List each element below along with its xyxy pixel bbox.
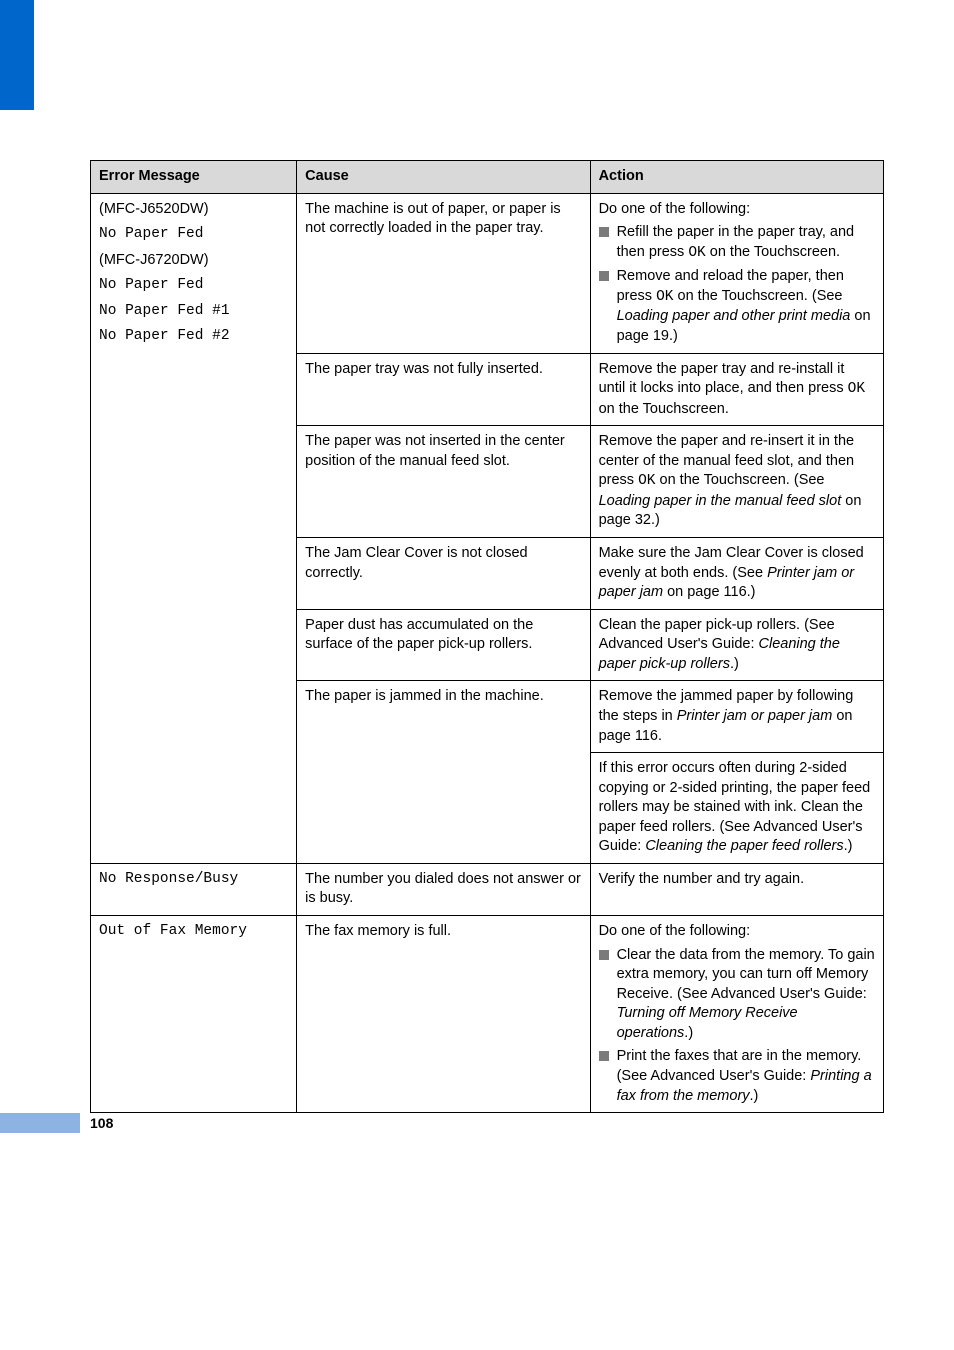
cause-cell: The machine is out of paper, or paper is… [297,193,590,353]
bullet-text: Refill the paper in the paper tray, and … [617,223,875,263]
table-header-row: Error Message Cause Action [91,161,884,194]
error-model-2: (MFC-J6720DW) [99,251,288,271]
action-lead: Do one of the following: [599,922,875,942]
bullet-text: Clear the data from the memory. To gain … [617,946,875,1044]
error-cell-no-paper-fed: (MFC-J6520DW) No Paper Fed (MFC-J6720DW)… [91,193,297,863]
bullet-text: Print the faxes that are in the memory. … [617,1047,875,1106]
blue-sidebar-tab [0,0,34,110]
error-code: No Paper Fed #2 [99,327,288,347]
table-row: Out of Fax Memory The fax memory is full… [91,916,884,1113]
error-code: No Paper Fed [99,276,288,296]
cause-cell: The fax memory is full. [297,916,590,1113]
page-number-bar [0,1113,80,1133]
bullet-icon [599,271,609,281]
action-cell: Do one of the following: Clear the data … [590,916,883,1113]
error-cell-no-response: No Response/Busy [91,863,297,915]
error-cell-out-of-fax-memory: Out of Fax Memory [91,916,297,1113]
error-code: No Paper Fed [99,225,288,245]
cause-cell: The number you dialed does not answer or… [297,863,590,915]
action-cell: Remove the paper tray and re-install it … [590,353,883,426]
cause-cell: The Jam Clear Cover is not closed correc… [297,538,590,610]
cause-cell: The paper is jammed in the machine. [297,681,590,864]
page-number: 108 [90,1115,113,1131]
error-code: No Paper Fed #1 [99,302,288,322]
cause-cell: The paper tray was not fully inserted. [297,353,590,426]
table-row: No Response/Busy The number you dialed d… [91,863,884,915]
bullet-text: Remove and reload the paper, then press … [617,267,875,346]
action-cell: If this error occurs often during 2-side… [590,753,883,864]
header-action: Action [590,161,883,194]
table-row: (MFC-J6520DW) No Paper Fed (MFC-J6720DW)… [91,193,884,353]
bullet-icon [599,227,609,237]
action-cell: Verify the number and try again. [590,863,883,915]
action-cell: Make sure the Jam Clear Cover is closed … [590,538,883,610]
bullet-icon [599,950,609,960]
action-cell: Clean the paper pick-up rollers. (See Ad… [590,609,883,681]
error-table: Error Message Cause Action (MFC-J6520DW)… [90,160,884,1113]
cause-cell: Paper dust has accumulated on the surfac… [297,609,590,681]
page-content: Error Message Cause Action (MFC-J6520DW)… [0,0,954,1153]
action-cell: Remove the jammed paper by following the… [590,681,883,753]
cause-cell: The paper was not inserted in the center… [297,426,590,538]
error-model-1: (MFC-J6520DW) [99,200,288,220]
action-cell: Do one of the following: Refill the pape… [590,193,883,353]
bullet-icon [599,1051,609,1061]
header-cause: Cause [297,161,590,194]
action-cell: Remove the paper and re-insert it in the… [590,426,883,538]
action-lead: Do one of the following: [599,200,875,220]
header-error-message: Error Message [91,161,297,194]
